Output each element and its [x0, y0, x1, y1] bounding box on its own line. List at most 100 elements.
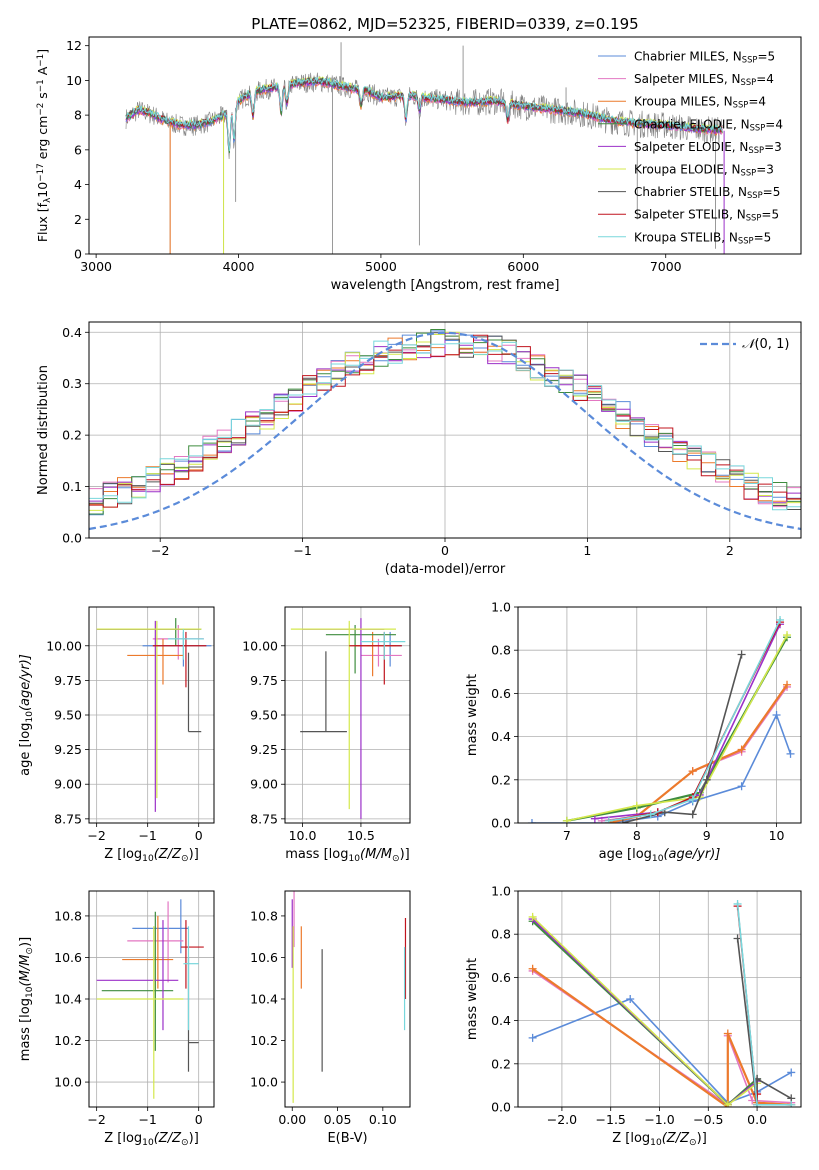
- weight-line-salpeter_elodie: [532, 918, 758, 1106]
- y-tick-label: 10.4: [54, 992, 82, 1007]
- label-fragment: −1: [36, 54, 46, 67]
- y-tick-label: 1.0: [491, 884, 511, 899]
- y-axis-label: mass [log10(M/M⊙)]: [18, 937, 35, 1061]
- errorbar-point-salpeter_stelib: [180, 920, 204, 989]
- plot-area: [96, 899, 204, 1099]
- axes-frame: [284, 890, 411, 1108]
- weight-marker: [748, 1096, 757, 1105]
- x-tick-label: 4000: [223, 259, 255, 274]
- axes-frame: [517, 606, 802, 824]
- label-fragment: 10: [142, 854, 154, 864]
- label-fragment: −1: [36, 79, 46, 92]
- y-tick-label: 9.75: [250, 673, 278, 688]
- label-fragment: 10: [650, 1138, 662, 1148]
- mass-vs-metallicity-panel: −2 −1 010.010.210.410.610.8Z [log10(Z/Z⊙)]…: [18, 890, 215, 1148]
- errorbar-point-kroupa_stelib: [168, 629, 204, 660]
- label-fragment: Z [log: [104, 847, 142, 862]
- label-fragment: SSP: [748, 145, 764, 155]
- y-tick-label: 0.6: [491, 970, 511, 985]
- x-tick-label: 10: [769, 828, 785, 843]
- label-fragment: (0, 1): [754, 337, 789, 352]
- label-fragment: SSP: [746, 213, 762, 223]
- y-tick-label: 9.25: [54, 742, 82, 757]
- mass-vs-extinction-panel: 0.00 0.05 0.10 10.0 10.2 10.4 10.6 10.8 E(B-V): [250, 890, 411, 1146]
- label-fragment: ]: [35, 49, 50, 54]
- label-fragment: )]: [697, 1131, 707, 1146]
- label-fragment: SSP: [741, 168, 757, 178]
- errorbar-point-salpeter_stelib: [349, 631, 402, 685]
- label-fragment: )]: [189, 1131, 199, 1146]
- y-axis-label: Flux [fλ10−17 erg cm−2 s−1 A−1]: [35, 49, 53, 242]
- x-tick-label: 0: [195, 828, 203, 843]
- y-tick-label: 0.4: [62, 325, 82, 340]
- y-tick-label: 0: [74, 247, 82, 262]
- y-tick-label: 10.8: [54, 908, 82, 923]
- label-fragment: 10: [348, 854, 360, 864]
- label-fragment: s: [35, 92, 50, 103]
- plot-area: [527, 615, 795, 823]
- model-spectrum-chabrier_stelib: [125, 77, 723, 150]
- x-tick-label: 7000: [650, 259, 682, 274]
- weight-vs-metallicity-panel: −2.0 −1.5 −1.0 −0.5 0.0 0.0 0.2 0.4 0.6 0.8 1.0 Z […: [465, 884, 802, 1148]
- x-tick-label: 7: [563, 828, 571, 843]
- y-tick-label: 9.00: [54, 777, 82, 792]
- errorbar-point-chabrier_stelib: [187, 652, 202, 733]
- y-tick-label: 10.2: [250, 1033, 278, 1048]
- x-axis-label: E(B-V): [327, 1131, 367, 1146]
- normal-distribution-curve: [89, 331, 801, 531]
- y-tick-label: 0.8: [491, 927, 511, 942]
- y-tick-label: 0.3: [62, 376, 82, 391]
- label-fragment: Kroupa ELODIE, N: [634, 163, 741, 177]
- x-axis-label: wavelength [Angstrom, rest frame]: [331, 278, 560, 293]
- y-tick-label: 9.25: [250, 742, 278, 757]
- y-tick-label: 10.4: [250, 992, 278, 1007]
- label-fragment: Salpeter MILES, N: [634, 72, 741, 86]
- label-fragment: 10: [142, 1138, 154, 1148]
- y-tick-label: 0.2: [62, 428, 82, 443]
- legend-label: Kroupa MILES, NSSP=4: [634, 95, 766, 110]
- weight-marker: [776, 615, 785, 624]
- label-fragment: SSP: [741, 77, 757, 87]
- legend-label: Chabrier MILES, NSSP=5: [634, 50, 775, 65]
- x-tick-label: −1.0: [644, 1112, 674, 1127]
- label-fragment: age [log: [599, 847, 652, 862]
- errorbar-point-chabrier_miles: [132, 899, 189, 954]
- weight-line-chabrier_miles: [532, 712, 792, 823]
- label-fragment: SSP: [747, 190, 763, 200]
- y-tick-label: 4: [74, 177, 82, 192]
- y-tick-label: 0.6: [491, 686, 511, 701]
- y-tick-label: 10.6: [54, 950, 82, 965]
- plot-area: [125, 42, 725, 254]
- weight-marker: [723, 1100, 732, 1107]
- x-tick-label: 1: [583, 543, 591, 558]
- legend-label: 𝒩(0, 1): [742, 337, 789, 352]
- label-fragment: =3: [764, 140, 782, 154]
- label-fragment: =4: [748, 95, 766, 109]
- label-fragment: )]: [18, 937, 33, 947]
- weight-marker: [528, 964, 537, 973]
- label-fragment: ⊙: [689, 1138, 697, 1148]
- label-fragment: mass [log: [18, 998, 33, 1061]
- weight-marker: [632, 801, 641, 810]
- label-fragment: (Z/Z: [662, 1131, 690, 1146]
- x-axis-label: Z [log10(Z/Z⊙)]: [104, 1131, 199, 1148]
- y-axis-label: mass weight: [465, 674, 480, 756]
- spectrum-panel: 3000 4000 5000 6000 7000 0 2 4 6 8 10 12 wavelength …: [35, 36, 802, 293]
- x-axis-label: Z [log10(Z/Z⊙)]: [104, 847, 199, 864]
- y-tick-label: 1.0: [491, 600, 511, 615]
- weight-marker: [590, 814, 599, 823]
- label-fragment: Chabrier MILES, N: [634, 50, 742, 64]
- label-fragment: Chabrier STELIB, N: [634, 185, 747, 199]
- x-tick-label: 10.5: [347, 828, 375, 843]
- y-tick-label: 8.75: [250, 811, 278, 826]
- y-tick-label: 9.75: [54, 673, 82, 688]
- label-fragment: 10: [35, 182, 50, 198]
- label-fragment: −17: [36, 163, 46, 182]
- label-fragment: =5: [757, 50, 775, 64]
- y-tick-label: 0.8: [491, 643, 511, 658]
- label-fragment: SSP: [742, 55, 758, 65]
- y-tick-label: 12: [66, 38, 82, 53]
